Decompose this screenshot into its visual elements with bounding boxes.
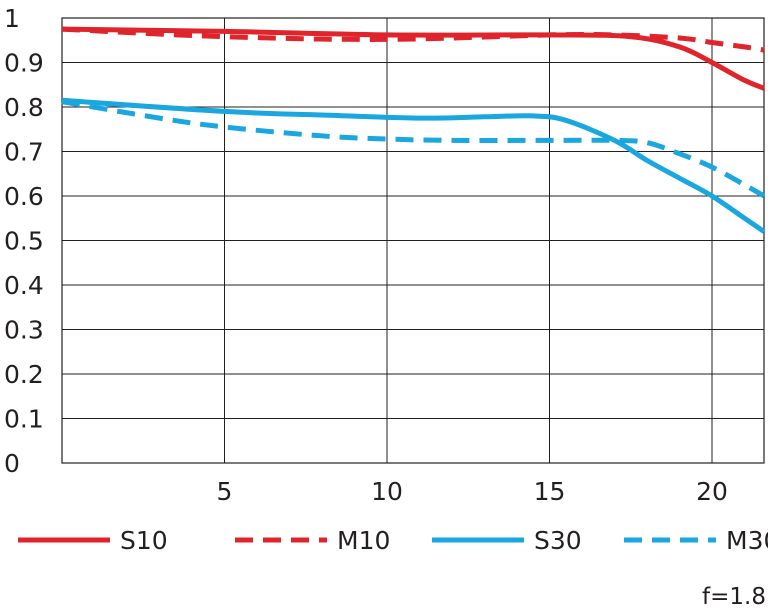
- series-line-m30: [61, 99, 766, 199]
- legend-label-m10: M10: [337, 526, 390, 555]
- y-tick-label: 0.9: [4, 49, 44, 78]
- grid: [61, 17, 765, 464]
- series-line-m10: [61, 26, 765, 53]
- legend-label-s10: S10: [120, 526, 168, 555]
- y-tick-label: 0.1: [4, 405, 44, 434]
- legend-label-s30: S30: [534, 526, 582, 555]
- y-tick-label: 0.2: [4, 360, 44, 389]
- y-tick-label: 0.7: [4, 138, 44, 167]
- x-tick-label: 5: [217, 477, 233, 506]
- y-tick-label: 0.3: [4, 316, 44, 345]
- x-tick-labels: 5 10 15 20: [217, 477, 728, 506]
- x-tick-label: 10: [371, 477, 403, 506]
- y-tick-label: 1: [4, 4, 20, 33]
- legend-label-m30: M30: [726, 526, 768, 555]
- y-tick-label: 0.6: [4, 182, 44, 211]
- y-tick-label: 0: [4, 449, 20, 478]
- y-tick-label: 0.8: [4, 93, 44, 122]
- y-tick-label: 0.5: [4, 227, 44, 256]
- aperture-note: f=1.8: [702, 584, 766, 610]
- x-tick-label: 20: [696, 477, 728, 506]
- series-lines: [61, 26, 766, 234]
- series-line-s30: [61, 97, 766, 234]
- y-tick-labels: 0 0.1 0.2 0.3 0.4 0.5 0.6 0.7 0.8 0.9 1: [4, 4, 44, 478]
- y-tick-label: 0.4: [4, 271, 44, 300]
- legend: S10 M10 S30 M30: [18, 526, 768, 555]
- x-tick-label: 15: [534, 477, 566, 506]
